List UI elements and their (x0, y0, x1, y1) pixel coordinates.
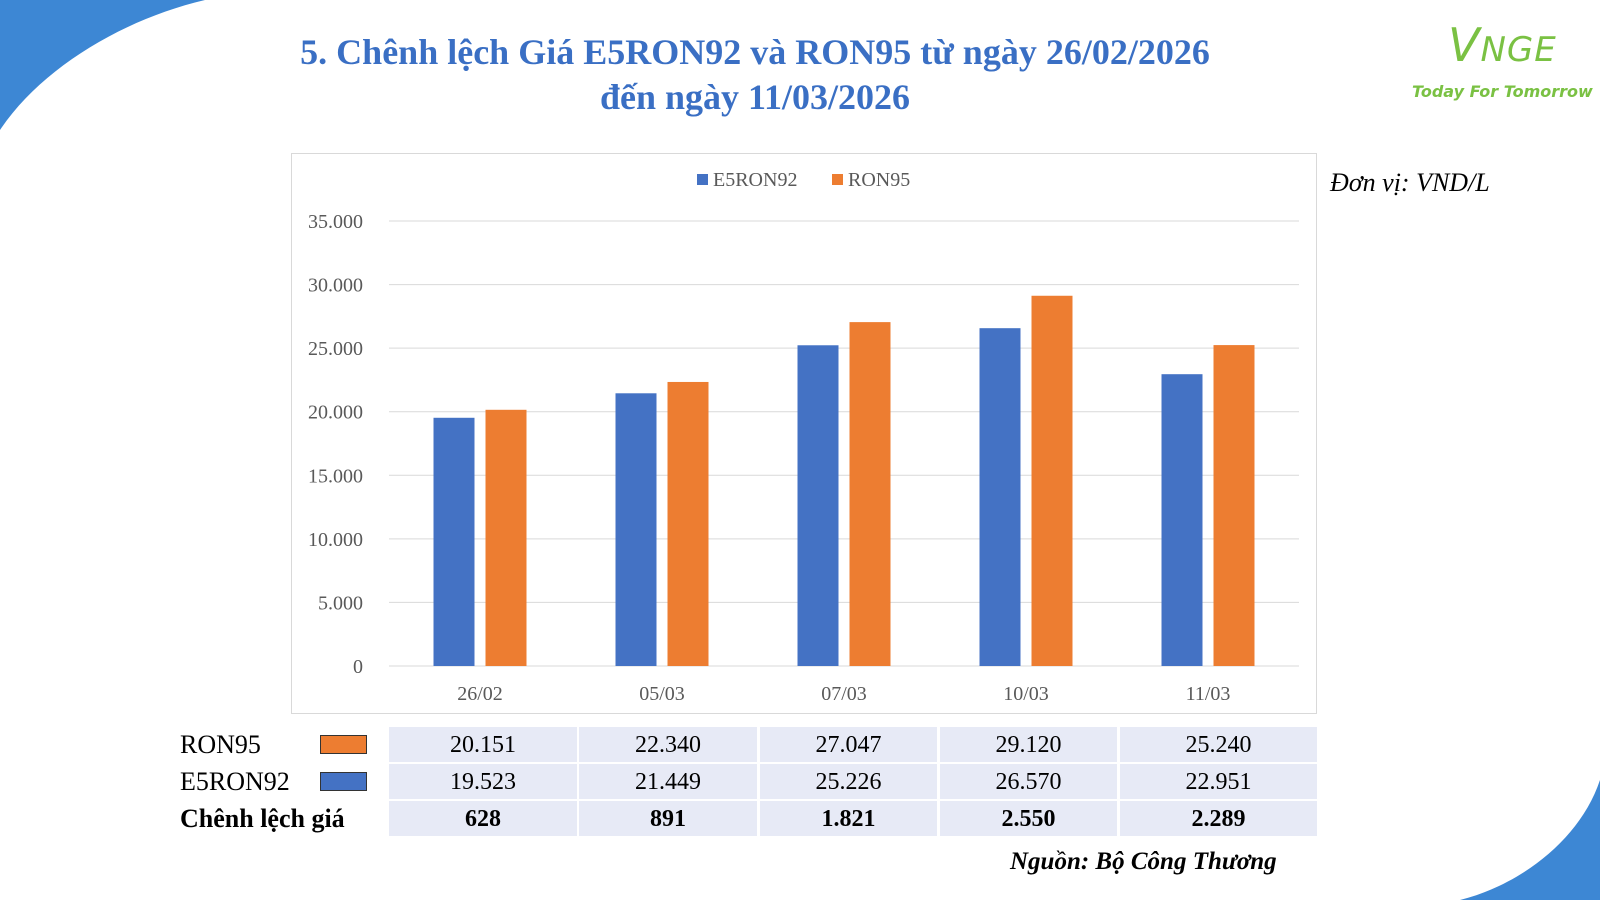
vnge-logo: VNGE Today For Tomorrow (1400, 18, 1593, 108)
table-cell: 26.570 (940, 764, 1117, 799)
table-row-label: Chênh lệch giá (180, 804, 345, 833)
table-cell: 22.340 (579, 727, 757, 762)
x-tick-label: 10/03 (1003, 683, 1049, 705)
logo-mark-rest: NGE (1480, 30, 1557, 70)
table-cell: 2.289 (1120, 801, 1317, 836)
table-row-e5ron92: E5RON92 19.523 21.449 25.226 26.570 22.9… (180, 764, 1317, 799)
y-tick-label: 10.000 (308, 529, 363, 551)
page-title-line1: 5. Chênh lệch Giá E5RON92 và RON95 từ ng… (300, 32, 1210, 72)
table-cell: 628 (389, 801, 577, 836)
bar-e5ron92 (433, 417, 475, 666)
y-tick-label: 25.000 (308, 338, 363, 360)
table-row-label: E5RON92 (180, 767, 290, 796)
bar-e5ron92 (615, 393, 657, 666)
logo-mark-v: V (1448, 18, 1481, 72)
bar-e5ron92 (979, 328, 1021, 666)
logo-mark: VNGE (1448, 18, 1557, 72)
y-tick-label: 20.000 (308, 402, 363, 424)
y-tick-label: 5.000 (318, 592, 363, 614)
x-tick-label: 26/02 (457, 683, 503, 705)
bar-ron95 (849, 322, 891, 666)
x-tick-label: 05/03 (639, 683, 685, 705)
y-tick-label: 0 (353, 656, 363, 678)
x-tick-label: 07/03 (821, 683, 867, 705)
legend-label: RON95 (848, 169, 910, 191)
table-cell: 20.151 (389, 727, 577, 762)
source-note: Nguồn: Bộ Công Thương (1010, 848, 1277, 875)
page-title-line2: đến ngày 11/03/2026 (599, 77, 911, 117)
table-cell: 27.047 (760, 727, 937, 762)
bar-ron95 (1213, 345, 1255, 666)
chart-svg: 0 5.000 10.000 15.000 20.000 25.000 30.000 35.0… (308, 169, 1299, 705)
table-row-label: RON95 (180, 730, 261, 759)
unit-note: Đơn vị: VND/L (1330, 168, 1490, 197)
legend-swatch (697, 174, 708, 185)
legend-label: E5RON92 (713, 169, 797, 191)
y-tick-label: 35.000 (308, 211, 363, 233)
table-row-price-difference: Chênh lệch giá 628 891 1.821 2.550 2.289 (180, 801, 1317, 836)
y-tick-label: 30.000 (308, 275, 363, 297)
table-cell: 25.240 (1120, 727, 1317, 762)
table-cell: 1.821 (760, 801, 937, 836)
x-tick-label: 11/03 (1186, 683, 1231, 705)
table-cell: 29.120 (940, 727, 1117, 762)
table-cell: 19.523 (389, 764, 577, 799)
bottom-right-corner-decoration (1460, 780, 1600, 900)
bar-ron95 (1031, 295, 1073, 666)
bar-e5ron92 (1161, 374, 1203, 666)
table-cell: 25.226 (760, 764, 937, 799)
top-left-corner-decoration (0, 0, 205, 130)
legend-swatch (832, 174, 843, 185)
page-title: 5. Chênh lệch Giá E5RON92 và RON95 từ ng… (150, 30, 1360, 120)
ron95-swatch (320, 735, 367, 754)
logo-tagline: Today For Tomorrow (1412, 82, 1593, 101)
table-cell: 891 (579, 801, 757, 836)
bar-ron95 (667, 381, 709, 666)
e5ron92-swatch (320, 772, 367, 791)
bar-ron95 (485, 409, 527, 666)
bar-e5ron92 (797, 345, 839, 666)
bar-chart: 0 5.000 10.000 15.000 20.000 25.000 30.000 35.0… (291, 153, 1317, 714)
table-cell: 22.951 (1120, 764, 1317, 799)
table-cell: 21.449 (579, 764, 757, 799)
y-tick-label: 15.000 (308, 465, 363, 487)
table-cell: 2.550 (940, 801, 1117, 836)
table-row-ron95: RON95 20.151 22.340 27.047 29.120 25.240 (180, 727, 1317, 762)
